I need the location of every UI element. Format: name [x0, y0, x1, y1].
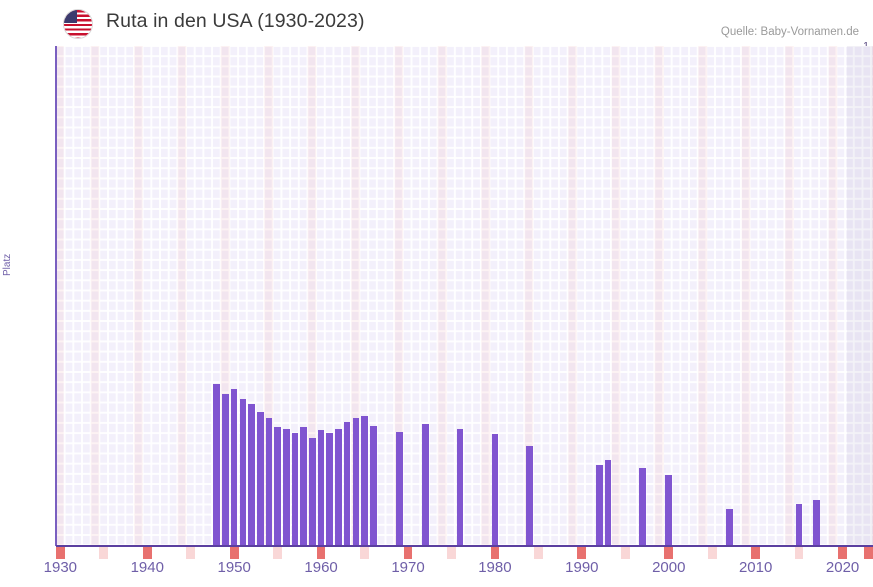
bar: [335, 428, 342, 546]
x-tickmark-major: [838, 547, 847, 559]
x-axis-tick-label: 1980: [478, 559, 512, 576]
bar: [230, 388, 238, 546]
x-tickmark-minor: [99, 547, 109, 559]
bar: [274, 426, 281, 546]
plot-area: [56, 46, 873, 546]
bar: [213, 384, 221, 546]
bar: [595, 464, 603, 546]
bar: [639, 468, 646, 546]
x-axis-tick-label: 1960: [304, 559, 338, 576]
bar-series: [56, 46, 873, 546]
bar: [422, 423, 429, 546]
x-tickmark-minor: [794, 547, 804, 559]
bar: [795, 504, 803, 546]
page-title: Ruta in den USA (1930-2023): [106, 10, 365, 32]
y-axis-title: Platz: [2, 253, 13, 276]
x-tickmark-major: [316, 547, 326, 559]
x-axis-tick-label: 2010: [738, 559, 773, 576]
x-axis-labels: 1930 1940 1950 1960 1970 1980 1990 2000 2010 2020: [0, 559, 873, 585]
recent-years-shaded-region: [846, 46, 873, 546]
bar: [369, 425, 377, 546]
bar: [726, 509, 733, 546]
source-attribution: Quelle: Baby-Vornamen.de: [720, 26, 859, 38]
bar: [309, 437, 316, 546]
bar: [456, 428, 464, 546]
x-tickmark-major: [56, 547, 65, 559]
x-axis-tick-label: 1990: [565, 559, 599, 576]
x-tickmark-major: [664, 547, 674, 559]
bar: [665, 475, 673, 546]
bar: [317, 429, 325, 546]
bar: [813, 500, 820, 546]
chart-header: Ruta in den USA (1930-2023) Quelle: Baby…: [0, 0, 873, 46]
x-axis-tick-label: 1970: [391, 559, 425, 576]
x-axis-tick-label: 2000: [652, 559, 686, 576]
bar: [604, 459, 612, 546]
x-tickmark-major: [403, 547, 413, 559]
x-tickmark-minor: [707, 547, 717, 559]
x-tickmark-major: [577, 547, 587, 559]
x-tickmark-major: [142, 547, 152, 559]
x-tickmark-minor: [273, 547, 282, 559]
us-flag-icon: [63, 9, 93, 39]
x-tickmark-major: [751, 547, 760, 559]
bar: [283, 428, 290, 546]
bar: [239, 398, 247, 546]
bar: [526, 445, 533, 546]
flag-canton: [64, 10, 77, 23]
y-axis-line: [55, 46, 57, 546]
x-tickmark-minor: [620, 547, 630, 559]
x-axis-tick-label: 1950: [217, 559, 251, 576]
grid-lines: [56, 46, 873, 546]
x-tickmark-major: [229, 547, 239, 559]
bar: [396, 431, 403, 546]
x-axis-line: [56, 545, 873, 547]
bar: [291, 432, 299, 546]
bar: [248, 403, 255, 546]
bar: [265, 417, 273, 546]
x-tickmark-major: [864, 547, 873, 559]
x-tickmark-major: [490, 547, 500, 559]
x-tickmark-minor: [447, 547, 456, 559]
x-tickmark-minor: [534, 547, 543, 559]
bar: [352, 417, 360, 546]
bar: [222, 393, 229, 546]
bar: [361, 415, 368, 546]
bar: [300, 426, 307, 546]
bar: [343, 421, 351, 546]
bar: [326, 432, 334, 546]
x-tickmark-minor: [360, 547, 369, 559]
x-tickmark-minor: [186, 547, 196, 559]
x-axis-tick-label: 1930: [43, 559, 78, 576]
bar: [491, 433, 499, 546]
x-axis-tick-label: 1940: [130, 559, 164, 576]
bar: [256, 411, 264, 546]
x-axis-tickmarks: [56, 547, 873, 559]
grid-year-bands: [56, 46, 873, 546]
x-axis-tick-label: 2020: [825, 559, 860, 576]
